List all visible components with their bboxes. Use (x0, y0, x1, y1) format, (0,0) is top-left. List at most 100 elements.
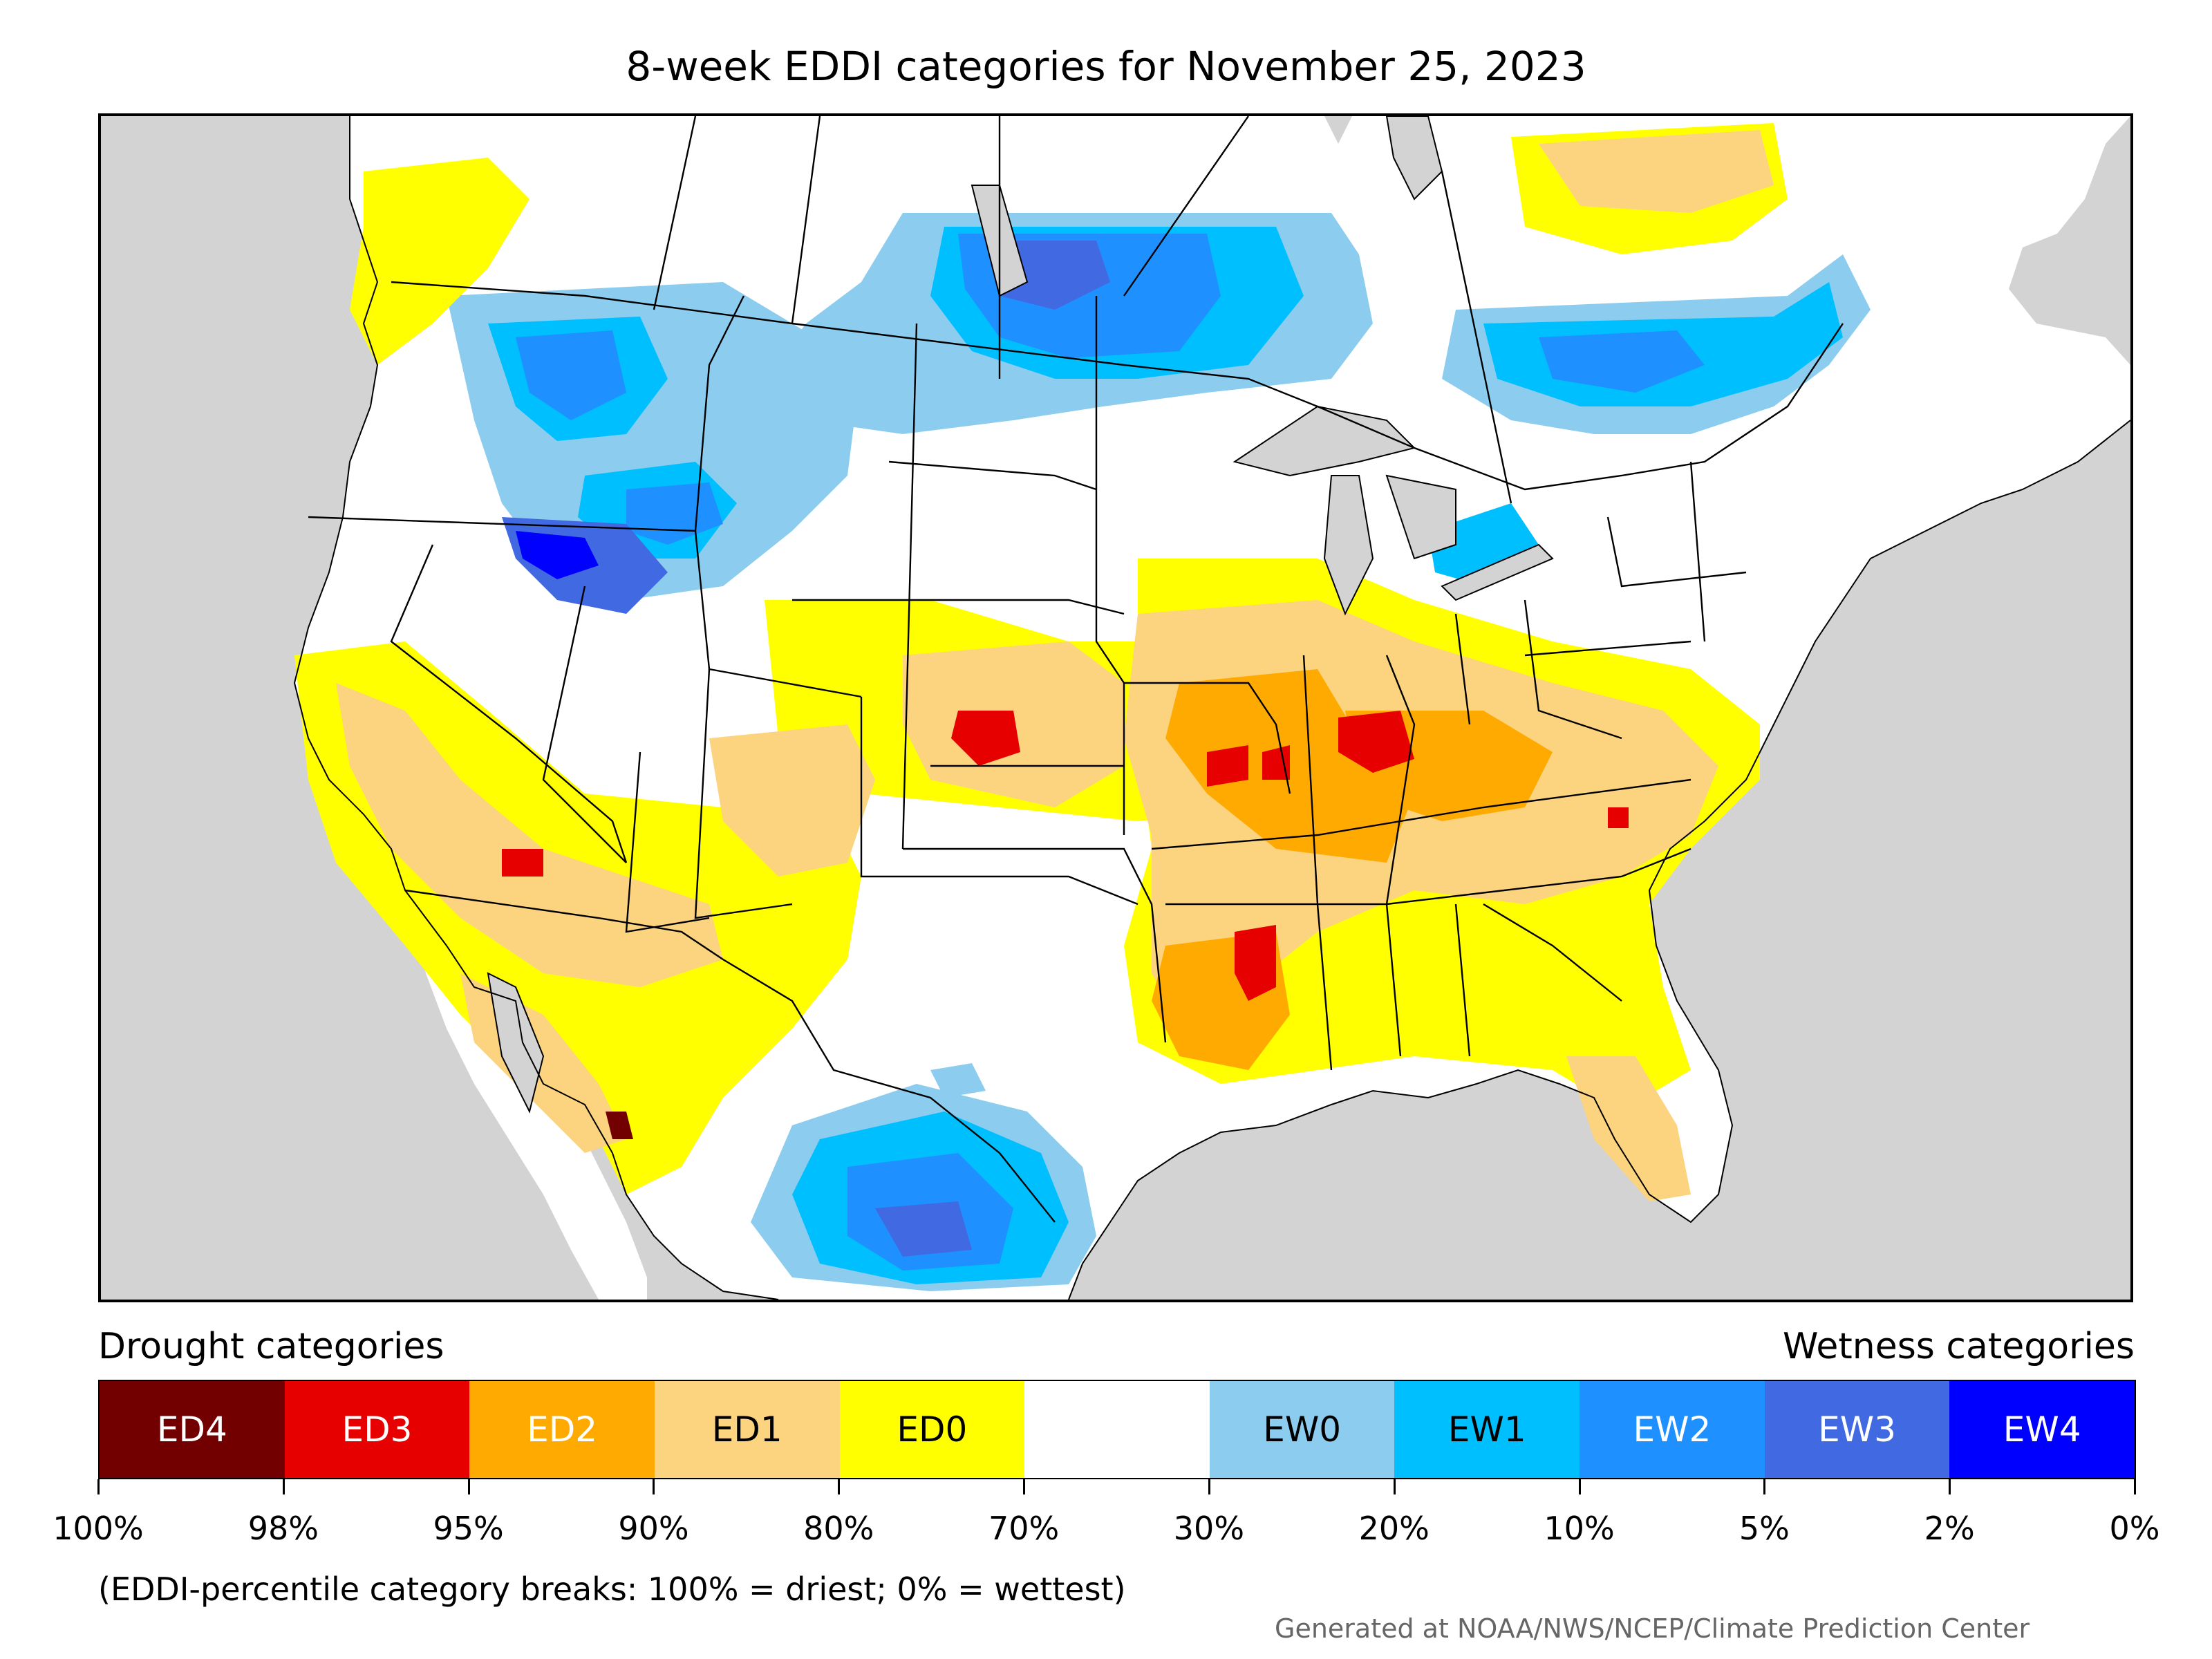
colorbar-box-ed0: ED0 (839, 1381, 1025, 1478)
ed1-florida (1566, 1056, 1691, 1201)
state-line-h (860, 697, 1138, 906)
state-line-v (1454, 903, 1471, 1057)
us-canada-border (391, 281, 1844, 491)
ed3-illinois (1262, 745, 1290, 780)
state-line-r (1302, 655, 1333, 1071)
eddi-map (293, 116, 2130, 1300)
colorbar-tick (1949, 1479, 1951, 1494)
colorbar-box-ed3: ED3 (284, 1381, 470, 1478)
state-line-o (1124, 682, 1291, 794)
wetness-categories-label: Wetness categories (1783, 1326, 2135, 1367)
ew0-west-texas (930, 1063, 986, 1098)
ed1-quebec (1539, 130, 1774, 213)
state-line-g (694, 668, 793, 919)
ed3-carolina (1608, 807, 1629, 828)
ew3-south-texas (875, 1201, 972, 1257)
colorbar-box-ed1: ED1 (654, 1381, 840, 1478)
state-line-d (542, 585, 627, 863)
colorbar-box-ew0: EW0 (1209, 1381, 1395, 1478)
gulf-of-california (487, 972, 545, 1114)
lake-michigan (1323, 475, 1374, 616)
map-title: 8-week EDDI categories for November 25, … (626, 43, 1586, 90)
canada-province-5 (1441, 171, 1512, 504)
drought-areas (294, 123, 1788, 1201)
colorbar-box-normal (1024, 1381, 1210, 1478)
drought-categories-label: Drought categories (98, 1326, 444, 1367)
ed3-missouri (1207, 745, 1248, 787)
state-line-w (1483, 903, 1622, 1002)
ed3-mississippi (1235, 925, 1276, 1001)
lake-erie (1441, 543, 1554, 601)
colorbar-tick (2134, 1479, 2136, 1494)
ed1-new-mexico (709, 724, 875, 877)
ed3-indiana (1338, 711, 1414, 773)
state-line-f (625, 751, 710, 933)
ed1-southwest (336, 683, 723, 987)
canada-province-4 (1123, 116, 1249, 297)
colorbar-tick (1393, 1479, 1396, 1494)
state-line-q (1151, 778, 1691, 850)
state-line-u (1524, 599, 1622, 740)
map-panel (98, 113, 2133, 1302)
colorbar-tick (1763, 1479, 1766, 1494)
colorbar-tick-label: 0% (2109, 1510, 2160, 1547)
credit-line: Generated at NOAA/NWS/NCEP/Climate Predi… (1275, 1613, 2030, 1644)
ed4-sonora (606, 1112, 633, 1139)
colorbar-box-ew1: EW1 (1394, 1381, 1580, 1478)
colorbar-tick-label: 100% (53, 1510, 144, 1547)
colorbar-tick (838, 1479, 841, 1494)
ew4-utah (516, 531, 599, 579)
colorbar-box-ew3: EW3 (1764, 1381, 1950, 1478)
wetness-areas (447, 213, 1871, 1291)
state-line-p (1165, 847, 1691, 906)
colorbar-tick (1023, 1479, 1026, 1494)
canada-province-3 (653, 116, 697, 310)
colorbar-tick (282, 1479, 285, 1494)
colorbar-tick-label: 90% (618, 1510, 689, 1547)
colorbar-box-ew4: EW4 (1949, 1381, 2135, 1478)
colorbar-tick-label: 70% (988, 1510, 1060, 1547)
state-line-a (308, 516, 696, 532)
colorbar-tick-label: 5% (1738, 1510, 1790, 1547)
colorbar-tick (653, 1479, 655, 1494)
ew2-northwest (516, 330, 626, 420)
ed3-arizona (502, 849, 543, 877)
lake-huron (1385, 474, 1456, 560)
coastline (293, 116, 779, 1300)
colorbar-tick (1578, 1479, 1581, 1494)
colorbar-tick-label: 10% (1544, 1510, 1615, 1547)
political-boundaries (308, 116, 1844, 1223)
state-line-k (901, 323, 918, 850)
state-line-i (792, 599, 1125, 615)
colorbar-box-ew2: EW2 (1580, 1381, 1765, 1478)
ed0-northwest-coast (350, 158, 529, 365)
state-line-t (1454, 613, 1471, 725)
colorbar-tick (1208, 1479, 1210, 1494)
colorbar-box-ed2: ED2 (469, 1381, 655, 1478)
ed3-kansas (951, 711, 1020, 766)
colorbar-tick (97, 1479, 100, 1494)
colorbar-tick (467, 1479, 470, 1494)
canada-province-2 (791, 116, 821, 324)
gulf-coast (1068, 420, 2130, 1300)
category-colorbar: ED4 ED3 ED2 ED1 ED0 EW0 EW1 EW2 EW3 EW4 (98, 1380, 2136, 1479)
state-line-c (390, 544, 628, 863)
state-line-b (694, 295, 745, 532)
colorbar-box-ed4: ED4 (100, 1381, 285, 1478)
category-breaks-note: (EDDI-percentile category breaks: 100% =… (98, 1571, 1126, 1608)
hudson-area (1385, 116, 1443, 200)
colorbar-tick-label: 20% (1358, 1510, 1430, 1547)
state-line-l (1095, 296, 1125, 835)
colorbar-tick-label: 30% (1173, 1510, 1245, 1547)
state-line-z (1606, 516, 1747, 588)
state-line-j (888, 460, 1097, 491)
state-line-x (1524, 640, 1691, 657)
state-line-n (903, 847, 1167, 1043)
state-line-s (1385, 655, 1416, 1057)
state-line-y (1689, 461, 1706, 642)
colorbar-tick-label: 2% (1924, 1510, 1975, 1547)
colorbar-tick-label: 80% (803, 1510, 874, 1547)
colorbar-tick-label: 95% (433, 1510, 504, 1547)
colorbar-tick-label: 98% (247, 1510, 319, 1547)
ew2-northeast (1539, 330, 1705, 393)
